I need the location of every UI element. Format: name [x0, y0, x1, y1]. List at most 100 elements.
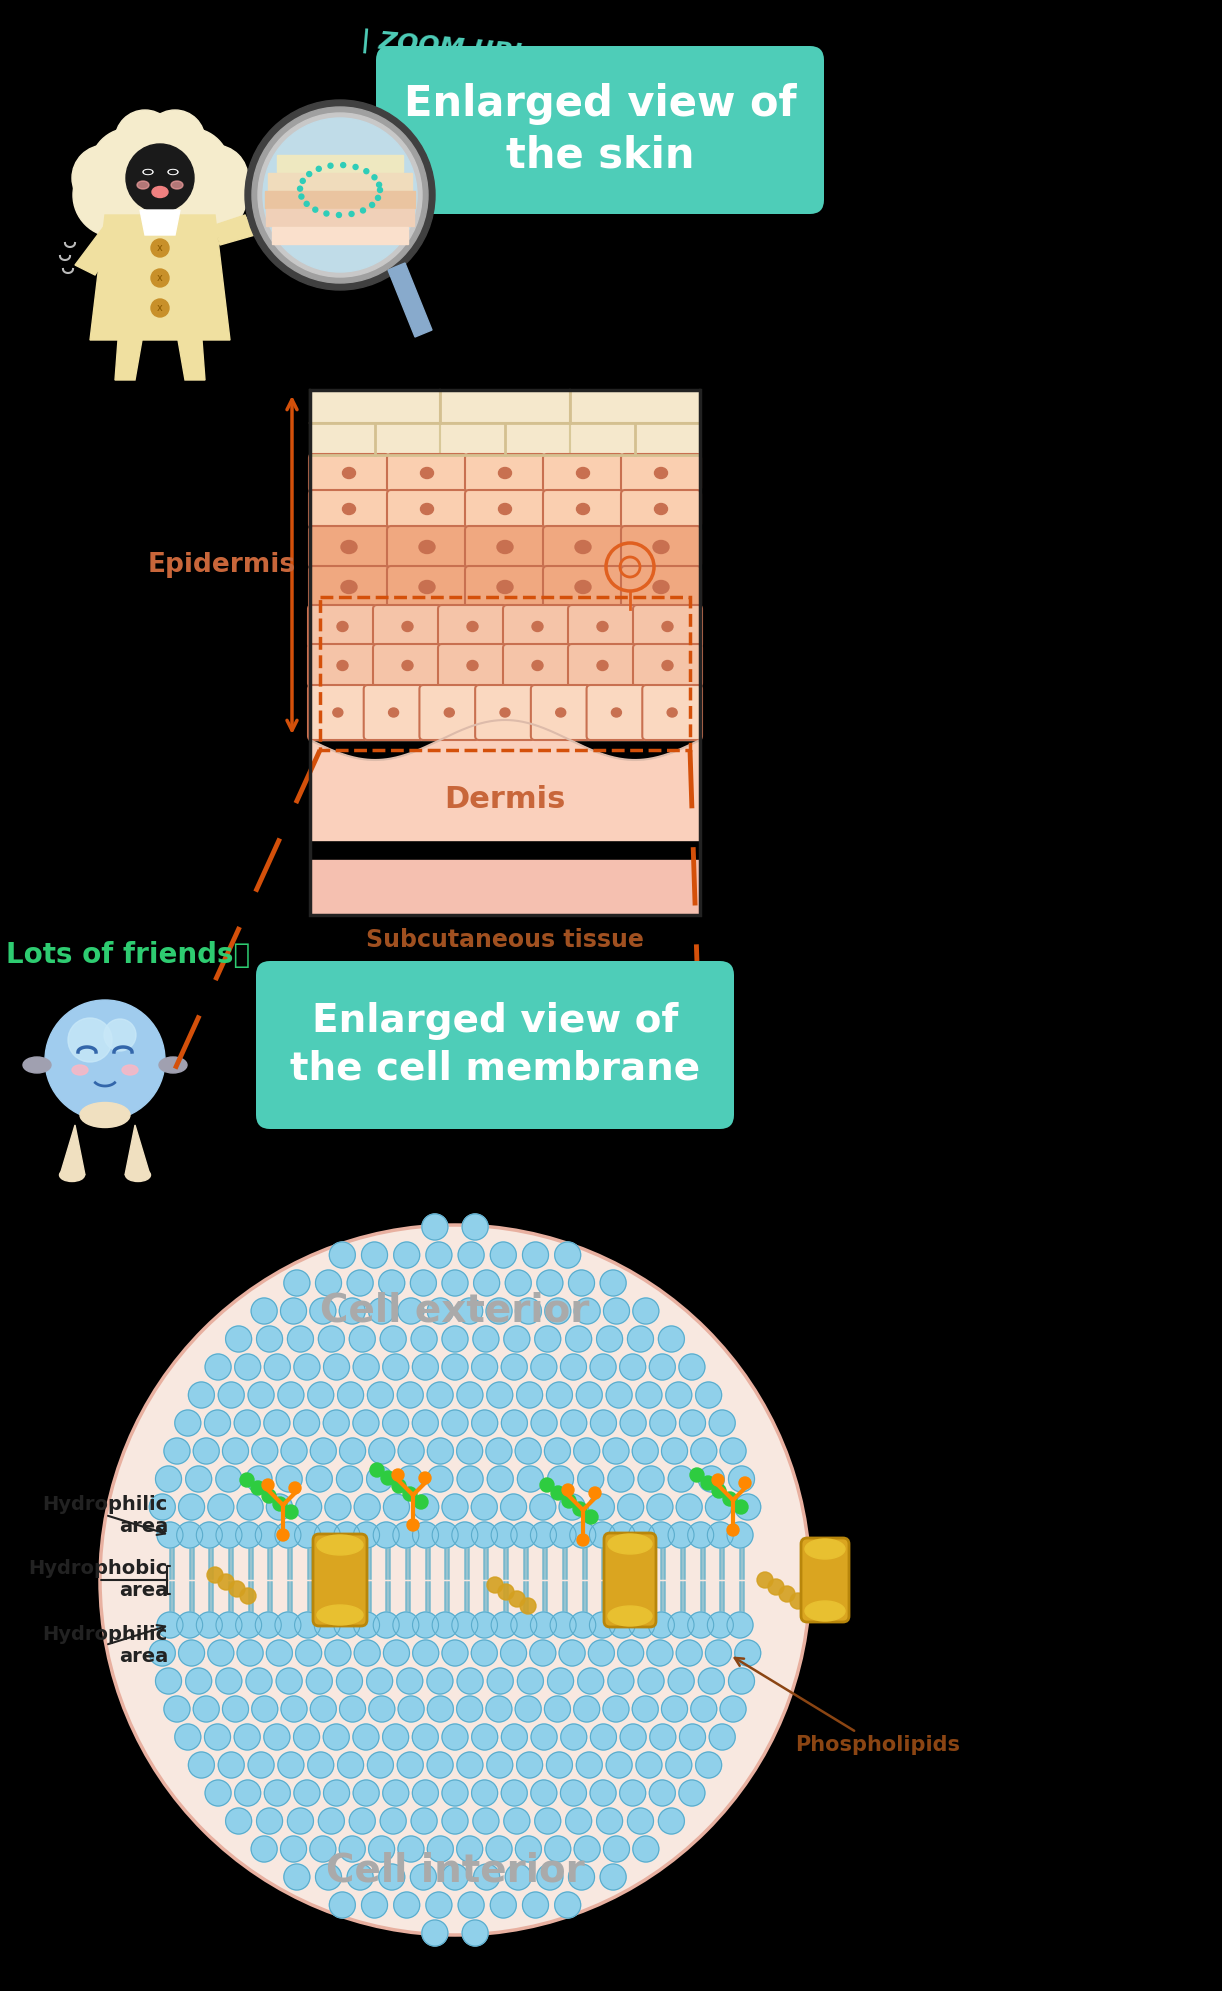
Circle shape: [310, 1696, 336, 1722]
Polygon shape: [178, 340, 205, 380]
Circle shape: [178, 1493, 204, 1519]
Circle shape: [155, 1668, 182, 1694]
Circle shape: [207, 1567, 222, 1583]
Ellipse shape: [23, 1057, 51, 1073]
Circle shape: [474, 1270, 500, 1296]
Circle shape: [457, 1836, 483, 1862]
Circle shape: [368, 1382, 393, 1408]
Circle shape: [600, 1864, 626, 1889]
Circle shape: [679, 1354, 705, 1380]
Circle shape: [412, 1724, 439, 1750]
Circle shape: [442, 1410, 468, 1436]
Ellipse shape: [667, 709, 677, 717]
Circle shape: [252, 1836, 277, 1862]
Circle shape: [384, 1641, 409, 1666]
Circle shape: [734, 1493, 761, 1519]
Circle shape: [150, 127, 230, 207]
Bar: [310, 685, 700, 741]
Circle shape: [277, 1382, 304, 1408]
Circle shape: [530, 1613, 556, 1639]
Circle shape: [347, 1864, 373, 1889]
Circle shape: [235, 1410, 260, 1436]
Circle shape: [578, 1465, 604, 1491]
Circle shape: [235, 1724, 260, 1750]
Circle shape: [709, 1410, 736, 1436]
Circle shape: [193, 1696, 219, 1722]
Ellipse shape: [598, 621, 609, 631]
Circle shape: [299, 193, 304, 199]
Circle shape: [255, 1521, 281, 1547]
Circle shape: [319, 1326, 345, 1352]
Circle shape: [313, 207, 318, 213]
Circle shape: [486, 1382, 513, 1408]
Bar: [310, 860, 700, 916]
Circle shape: [535, 1326, 561, 1352]
Circle shape: [561, 1780, 587, 1806]
Circle shape: [149, 1493, 175, 1519]
FancyBboxPatch shape: [387, 526, 467, 567]
Circle shape: [120, 113, 196, 189]
Circle shape: [756, 1573, 774, 1589]
Circle shape: [452, 1521, 478, 1547]
Circle shape: [379, 1864, 404, 1889]
FancyBboxPatch shape: [621, 565, 701, 607]
Circle shape: [315, 1270, 341, 1296]
Polygon shape: [60, 1125, 86, 1175]
Circle shape: [384, 1493, 409, 1519]
Circle shape: [369, 1696, 395, 1722]
Circle shape: [569, 1521, 596, 1547]
Circle shape: [659, 1326, 684, 1352]
Circle shape: [262, 1489, 276, 1503]
Circle shape: [324, 1780, 349, 1806]
Ellipse shape: [122, 1065, 138, 1075]
Circle shape: [208, 1493, 233, 1519]
FancyBboxPatch shape: [800, 1537, 849, 1623]
Circle shape: [555, 1242, 580, 1268]
Circle shape: [767, 1579, 785, 1595]
Ellipse shape: [609, 1533, 653, 1555]
Circle shape: [545, 1438, 571, 1463]
Circle shape: [177, 1521, 203, 1547]
Circle shape: [252, 1696, 277, 1722]
Circle shape: [373, 1613, 400, 1639]
Circle shape: [226, 1808, 252, 1834]
Text: Cell interior: Cell interior: [325, 1852, 584, 1889]
FancyBboxPatch shape: [255, 962, 734, 1129]
Circle shape: [264, 1780, 291, 1806]
Circle shape: [486, 1298, 512, 1324]
Circle shape: [560, 1493, 585, 1519]
Circle shape: [566, 1326, 591, 1352]
Circle shape: [392, 1521, 419, 1547]
Circle shape: [584, 1509, 598, 1523]
Circle shape: [511, 1521, 536, 1547]
Circle shape: [104, 1019, 136, 1051]
Circle shape: [545, 1696, 571, 1722]
FancyBboxPatch shape: [503, 605, 572, 647]
FancyBboxPatch shape: [376, 46, 824, 213]
Circle shape: [457, 1752, 483, 1778]
Circle shape: [252, 108, 428, 283]
Circle shape: [668, 1521, 694, 1547]
Circle shape: [301, 179, 306, 183]
Ellipse shape: [316, 1605, 363, 1625]
Circle shape: [235, 1354, 260, 1380]
Circle shape: [607, 1465, 634, 1491]
FancyBboxPatch shape: [543, 454, 623, 492]
Circle shape: [676, 1493, 703, 1519]
Circle shape: [308, 1752, 334, 1778]
Circle shape: [307, 1668, 332, 1694]
FancyBboxPatch shape: [437, 605, 507, 647]
Circle shape: [473, 1326, 499, 1352]
Circle shape: [379, 1270, 404, 1296]
Text: Cell exterior: Cell exterior: [320, 1290, 590, 1330]
Circle shape: [573, 1501, 587, 1515]
FancyBboxPatch shape: [373, 643, 442, 687]
Circle shape: [530, 1493, 556, 1519]
Circle shape: [347, 1270, 373, 1296]
Circle shape: [723, 1491, 737, 1505]
Circle shape: [590, 1780, 616, 1806]
Circle shape: [666, 1752, 692, 1778]
Circle shape: [705, 1493, 732, 1519]
Circle shape: [193, 1438, 219, 1463]
Circle shape: [329, 1242, 356, 1268]
